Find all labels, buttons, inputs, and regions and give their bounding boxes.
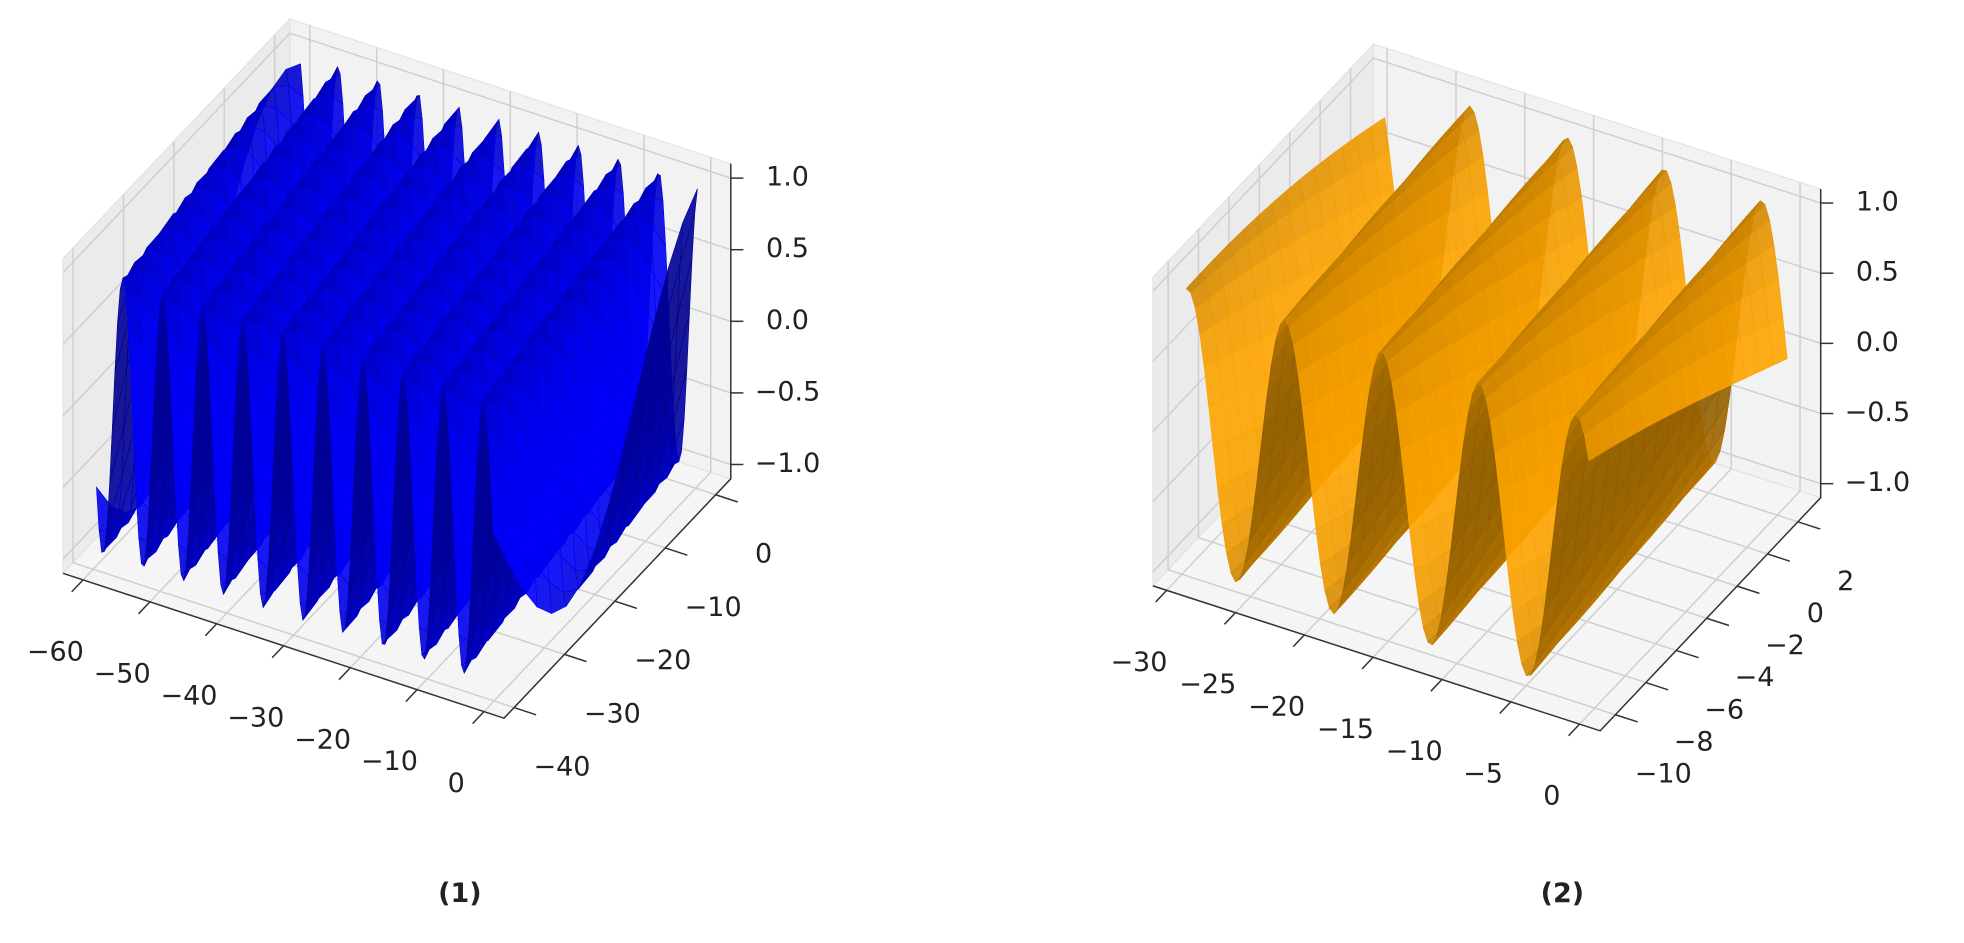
tick-mark [1615, 714, 1639, 723]
y-tick-label: −2 [1765, 630, 1805, 661]
grid-line [72, 561, 515, 709]
z-tick-label: 1.0 [1856, 187, 1899, 218]
y-tick-label: −40 [533, 752, 590, 783]
axis-line [62, 163, 732, 720]
surface [1185, 105, 1788, 676]
surface-cell [1584, 423, 1604, 462]
y-tick-label: −30 [584, 698, 641, 729]
z-tick-label: 1.0 [766, 162, 809, 193]
y-tick-label: 0 [1807, 598, 1824, 629]
tick-mark [1155, 589, 1168, 603]
x-tick-label: −20 [1248, 692, 1305, 723]
tick-mark [1361, 656, 1374, 670]
surface-plot: −30−25−20−15−10−50−10−8−6−4−202−1.0−0.50… [1110, 42, 1911, 909]
grid-line [1167, 569, 1616, 716]
tick-mark [1430, 679, 1443, 692]
x-tick-label: −50 [94, 658, 151, 689]
grid-line [1373, 57, 1821, 204]
grid-line [62, 32, 291, 274]
surface [96, 63, 698, 674]
z-tick-label: 0.0 [1856, 327, 1899, 358]
x-tick-label: −25 [1179, 669, 1236, 700]
tick-mark [1797, 521, 1821, 530]
y-tick-label: −10 [685, 592, 742, 623]
y-tick-label: 0 [755, 539, 772, 570]
z-tick-label: −1.0 [1845, 467, 1911, 498]
x-tick-label: −60 [27, 636, 84, 667]
tick-mark [338, 667, 351, 681]
tick-mark [1767, 553, 1791, 562]
grid-line [483, 471, 712, 713]
tick-mark [1223, 612, 1237, 625]
tick-mark [1567, 723, 1581, 737]
x-tick-label: −20 [294, 724, 351, 755]
grid-line [289, 32, 732, 179]
z-tick-label: −1.0 [755, 448, 821, 479]
tick-mark [472, 711, 485, 725]
tick-mark [1676, 649, 1699, 659]
surface-cell [490, 475, 509, 563]
x-tick-label: −15 [1317, 714, 1374, 745]
grid-line [1152, 57, 1374, 292]
surface-plot: −60 −50 −40 −30 −20 −10 0 −40 −30 −20 −10 0 −1.0 −0.5… [27, 17, 821, 909]
tick-mark [204, 623, 218, 637]
caption: (2) [1541, 878, 1584, 909]
x-tick-label: 0 [1543, 781, 1560, 812]
x-tick-label: −5 [1463, 758, 1503, 789]
x-tick-label: −30 [1110, 647, 1167, 678]
x-tick-label: −40 [160, 680, 217, 711]
tick-mark [1706, 617, 1730, 627]
tick-mark [614, 600, 638, 610]
y-tick-label: −20 [634, 645, 691, 676]
tick-mark [513, 706, 537, 716]
grid-line [1510, 468, 1732, 703]
y-tick-label: −8 [1674, 727, 1714, 758]
y-tick-label: −4 [1735, 662, 1775, 693]
tick-mark [405, 689, 418, 703]
y-tick-label: 2 [1837, 566, 1854, 597]
z-tick-label: −0.5 [1845, 397, 1911, 428]
z-tick-label: 0.5 [766, 233, 809, 264]
tick-mark [665, 547, 688, 556]
x-tick-label: −10 [1386, 736, 1443, 767]
tick-mark [1736, 585, 1760, 595]
y-tick-label: −10 [1635, 759, 1692, 790]
x-tick-label: 0 [448, 768, 465, 799]
y-tick-label: −6 [1704, 694, 1744, 725]
tick-mark [271, 645, 285, 659]
x-tick-label: −10 [361, 746, 418, 777]
z-tick-label: −0.5 [755, 376, 821, 407]
z-tick-label: 0.0 [766, 305, 809, 336]
tick-mark [137, 601, 151, 615]
tick-mark [564, 653, 587, 663]
caption: (1) [438, 878, 481, 909]
tick-mark [715, 494, 738, 503]
z-tick-label: 0.5 [1856, 257, 1899, 288]
tick-mark [71, 579, 84, 593]
tick-mark [1499, 701, 1512, 714]
tick-mark [1645, 681, 1669, 691]
tick-mark [1292, 634, 1305, 648]
x-tick-label: −30 [227, 702, 284, 733]
axis-line [1152, 189, 1822, 732]
grid-line [1579, 490, 1801, 725]
